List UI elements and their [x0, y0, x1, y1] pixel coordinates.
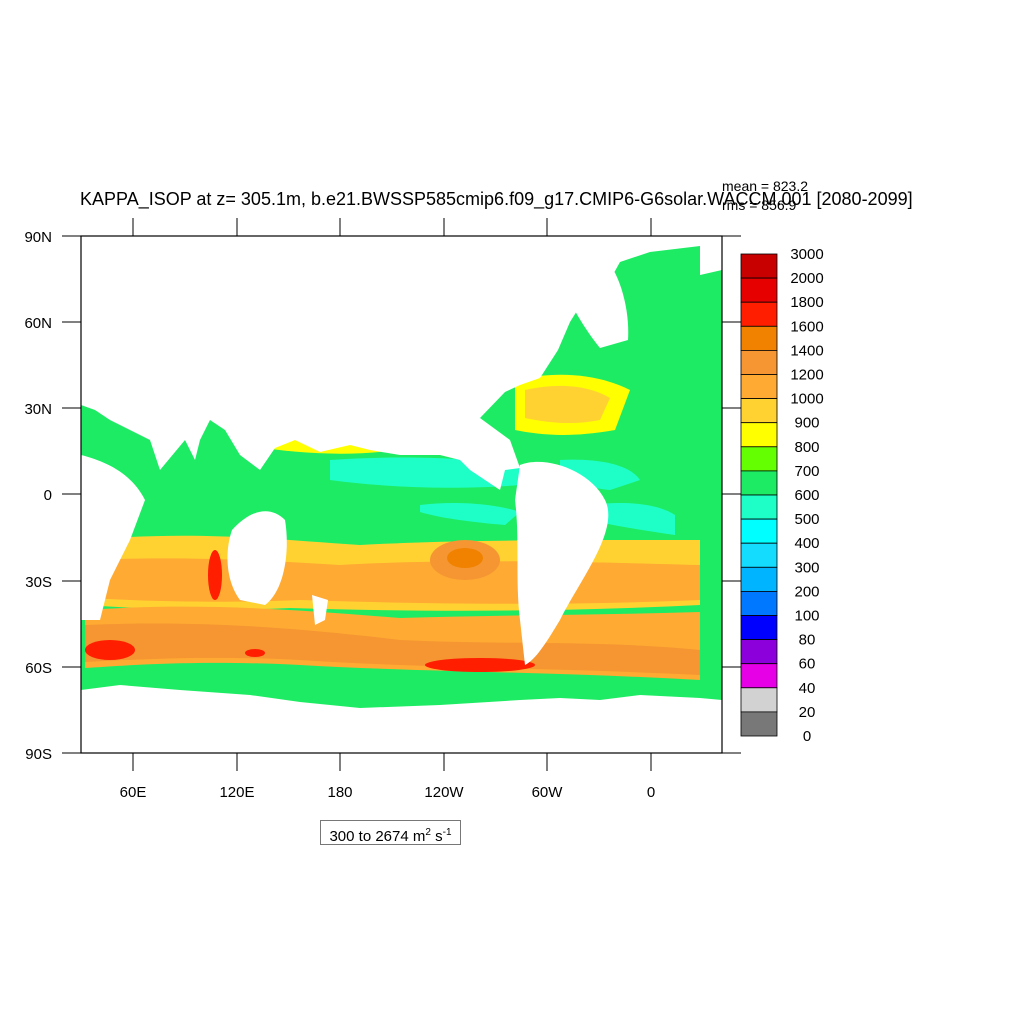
- colorbar-label: 800: [794, 439, 819, 456]
- x-tick-label-120w: 120W: [424, 784, 464, 801]
- x-tick-label-60e: 60E: [120, 784, 147, 801]
- colorbar-label: 400: [794, 535, 819, 552]
- colorbar-swatch: [740, 542, 778, 568]
- range-label: 300 to 2674 m2 s-1: [320, 820, 461, 845]
- colorbar-label: 1200: [790, 367, 823, 384]
- colorbar-swatch: [740, 446, 778, 472]
- colorbar-swatch: [740, 398, 778, 424]
- x-tick-label-180: 180: [327, 784, 352, 801]
- y-tick-label-30n: 30N: [24, 401, 52, 418]
- colorbar-label: 60: [799, 656, 816, 673]
- land-australia: [227, 511, 287, 605]
- colorbar-swatch: [740, 663, 778, 689]
- colorbar-label: 1800: [790, 294, 823, 311]
- colorbar-swatch: [740, 566, 778, 592]
- land-new-zealand: [312, 595, 328, 625]
- y-tick-label-90s: 90S: [25, 746, 52, 763]
- land-greenland-region: [560, 252, 629, 348]
- colorbar-label: 600: [794, 487, 819, 504]
- colorbar-swatch: [740, 253, 778, 279]
- colorbar-label: 1600: [790, 318, 823, 335]
- range-unit-s: s: [435, 828, 443, 845]
- land-south-america: [515, 461, 609, 665]
- colorbar-swatch: [740, 277, 778, 303]
- range-value: 300 to 2674: [329, 828, 409, 845]
- colorbar-swatch: [740, 349, 778, 375]
- colorbar-label: 80: [799, 632, 816, 649]
- colorbar-label: 700: [794, 463, 819, 480]
- colorbar-swatch: [740, 325, 778, 351]
- land-siberia: [81, 240, 330, 330]
- colorbar-swatch: [740, 494, 778, 520]
- colorbar-label: 300: [794, 559, 819, 576]
- x-tick-label-120e: 120E: [219, 784, 254, 801]
- colorbar-swatch: [740, 615, 778, 641]
- y-tick-label-30s: 30S: [25, 574, 52, 591]
- colorbar-swatch: [740, 518, 778, 544]
- x-axis-ticks: [132, 218, 652, 771]
- colorbar-swatch: [740, 639, 778, 665]
- y-tick-label-60s: 60S: [25, 660, 52, 677]
- colorbar-swatch: [740, 374, 778, 400]
- range-unit-exp2: -1: [442, 827, 452, 838]
- rms-stat: rms = 856.9: [722, 197, 797, 213]
- colorbar-label: 0: [803, 728, 811, 745]
- colorbar-swatch: [740, 301, 778, 327]
- y-tick-label-0: 0: [44, 487, 52, 504]
- range-unit-exp: 2: [425, 827, 431, 838]
- land-west-europe: [700, 240, 722, 275]
- colorbar-swatch: [740, 591, 778, 616]
- colorbar-label: 2000: [790, 270, 823, 287]
- y-tick-label-60n: 60N: [24, 315, 52, 332]
- colorbar-swatch: [740, 470, 778, 496]
- colorbar-label: 40: [799, 680, 816, 697]
- colorbar-swatch: [740, 422, 778, 448]
- colorbar-label: 20: [799, 704, 816, 721]
- colorbar-label: 1000: [790, 391, 823, 408]
- map-title: KAPPA_ISOP at z= 305.1m, b.e21.BWSSP585c…: [80, 189, 913, 210]
- colorbar-label: 500: [794, 511, 819, 528]
- x-tick-label-0: 0: [647, 784, 655, 801]
- y-tick-label-90n: 90N: [24, 229, 52, 246]
- colorbar-label: 200: [794, 583, 819, 600]
- land-antarctica: [81, 685, 722, 753]
- colorbar-label: 3000: [790, 246, 823, 263]
- colorbar: 3000200018001600140012001000900800700600…: [740, 246, 824, 745]
- y-axis-ticks: [62, 235, 741, 754]
- colorbar-label: 900: [794, 415, 819, 432]
- range-unit-m: m: [412, 828, 426, 845]
- land-africa: [81, 455, 145, 620]
- map-field: [81, 236, 722, 753]
- x-tick-label-60w: 60W: [532, 784, 564, 801]
- colorbar-swatch: [740, 711, 778, 737]
- land-masses: [81, 236, 722, 753]
- colorbar-label: 1400: [790, 342, 823, 359]
- mean-stat: mean = 823.2: [722, 178, 808, 194]
- colorbar-label: 100: [794, 608, 819, 625]
- colorbar-swatch: [740, 687, 778, 713]
